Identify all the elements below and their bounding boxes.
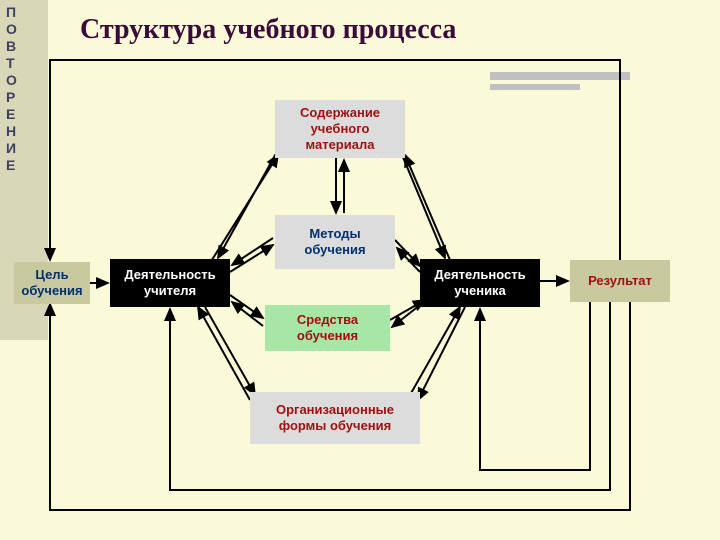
node-teacher-activity: Деятельность учителя xyxy=(110,259,230,307)
node-org-forms: Организационные формы обучения xyxy=(250,392,420,444)
slide-title: Структура учебного процесса xyxy=(80,14,456,46)
node-means: Средства обучения xyxy=(265,305,390,351)
node-result: Результат xyxy=(570,260,670,302)
node-goal: Цель обучения xyxy=(14,262,90,304)
node-content: Содержание учебного материала xyxy=(275,100,405,158)
node-student-activity: Деятельность ученика xyxy=(420,259,540,307)
decorative-stripe-1 xyxy=(490,72,630,80)
sidebar-text: П О В Т О Р Е Н И Е xyxy=(6,4,17,174)
node-methods: Методы обучения xyxy=(275,215,395,269)
decorative-stripe-2 xyxy=(490,84,580,90)
